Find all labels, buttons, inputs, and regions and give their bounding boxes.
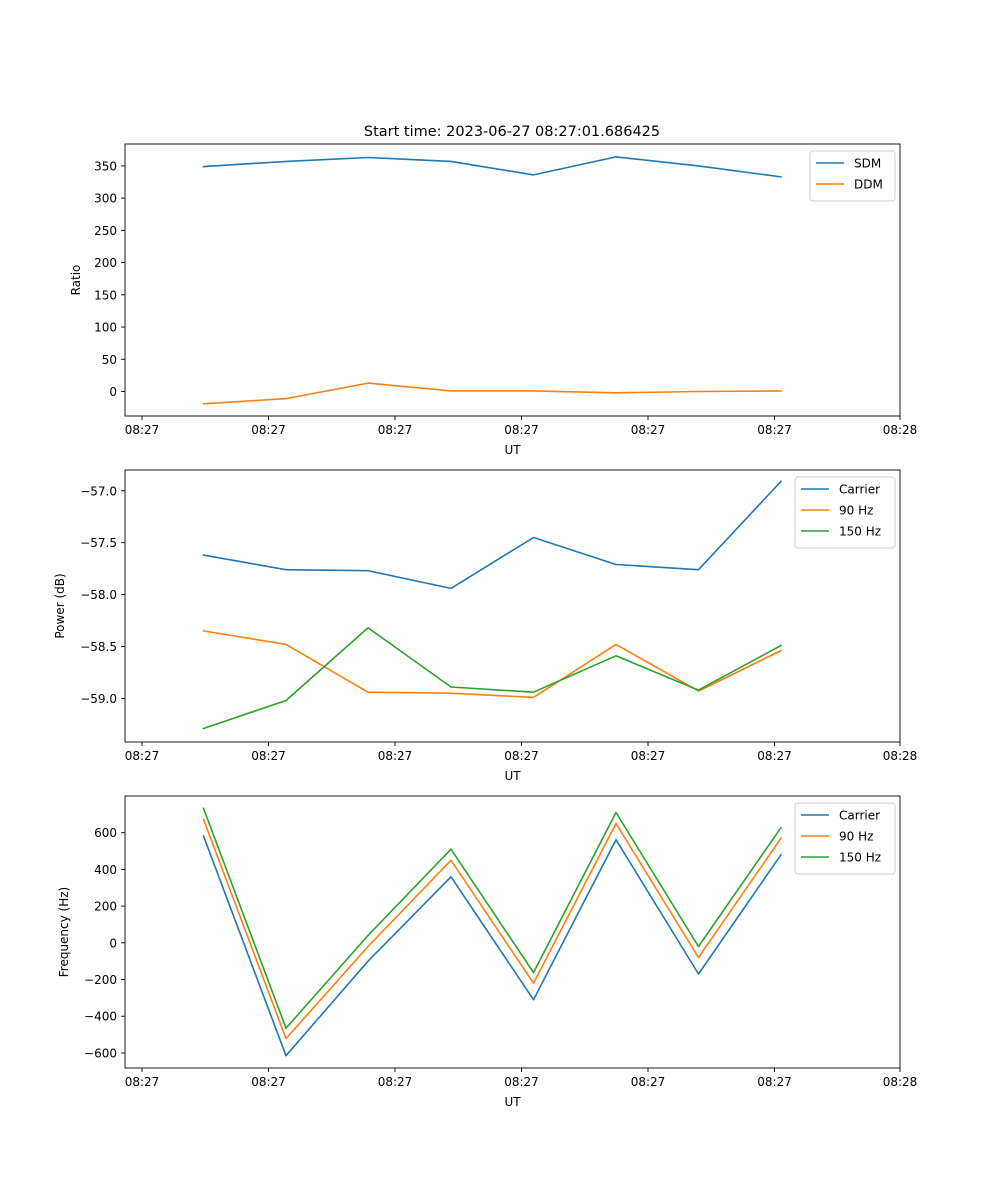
x-tick-label: 08:27 (251, 1075, 286, 1089)
x-tick-label: 08:27 (125, 1075, 160, 1089)
series-line-sdm (202, 156, 782, 178)
y-axis-label: Frequency (Hz) (57, 887, 71, 978)
y-tick-label: 100 (94, 321, 117, 335)
legend-label: 150 Hz (839, 525, 881, 539)
x-axis-label: UT (504, 1095, 521, 1109)
legend-label: SDM (854, 157, 881, 171)
y-tick-label: −200 (84, 973, 117, 987)
x-axis-label: UT (504, 443, 521, 457)
y-tick-label: −58.5 (80, 640, 117, 654)
legend-label: 90 Hz (839, 504, 873, 518)
y-tick-label: 150 (94, 288, 117, 302)
x-tick-label: 08:27 (378, 423, 413, 437)
y-tick-label: 250 (94, 224, 117, 238)
panel-1: 08:27 08:27 08:27 08:27 08:27 08:27 08:28 0 50 10… (69, 143, 918, 457)
y-tick-label: 400 (94, 863, 117, 877)
series-line-carrier (202, 834, 783, 1057)
x-tick-label: 08:27 (504, 1075, 539, 1089)
legend-label: Carrier (839, 483, 880, 497)
x-tick-label: 08:27 (125, 749, 160, 763)
legend-label: Carrier (839, 809, 880, 823)
y-tick-label: 200 (94, 900, 117, 914)
x-tick-label: 08:27 (378, 1075, 413, 1089)
y-axis-label: Power (dB) (53, 573, 67, 638)
x-tick-label: 08:27 (631, 423, 666, 437)
series-line-150-hz (202, 807, 783, 1029)
x-tick-label: 08:27 (504, 423, 539, 437)
x-tick-label: 08:28 (883, 749, 918, 763)
y-tick-label: −600 (84, 1046, 117, 1060)
x-axis-label: UT (504, 769, 521, 783)
y-tick-label: 50 (102, 353, 117, 367)
x-tick-label: 08:28 (883, 423, 918, 437)
axes-frame (124, 795, 901, 1069)
x-tick-label: 08:27 (251, 749, 286, 763)
y-tick-label: −400 (84, 1010, 117, 1024)
x-tick-label: 08:27 (631, 749, 666, 763)
x-tick-label: 08:27 (378, 749, 413, 763)
legend-label: 150 Hz (839, 851, 881, 865)
axes-frame (124, 469, 901, 743)
series-line-90-hz (202, 818, 783, 1040)
legend: Carrier 90 Hz 150 Hz (794, 802, 896, 875)
series-line-150-hz (202, 626, 783, 730)
x-tick-label: 08:27 (757, 1075, 792, 1089)
legend-box (809, 150, 896, 202)
legend-label: 90 Hz (839, 830, 873, 844)
legend: Carrier 90 Hz 150 Hz (794, 476, 896, 549)
series-line-ddm (202, 382, 782, 405)
x-tick-label: 08:27 (251, 423, 286, 437)
legend-label: DDM (854, 178, 883, 192)
y-tick-label: −58.0 (80, 588, 117, 602)
y-tick-label: 0 (109, 936, 117, 950)
y-axis-label: Ratio (69, 265, 83, 296)
x-tick-label: 08:27 (125, 423, 160, 437)
figure-title: Start time: 2023-06-27 08:27:01.686425 (364, 124, 660, 140)
y-tick-label: −57.5 (80, 536, 117, 550)
x-tick-label: 08:27 (504, 749, 539, 763)
legend: SDM DDM (809, 150, 896, 202)
series-line-carrier (202, 480, 783, 590)
y-tick-label: 300 (94, 192, 117, 206)
x-tick-label: 08:27 (757, 749, 792, 763)
y-tick-label: 350 (94, 159, 117, 173)
y-tick-label: 200 (94, 256, 117, 270)
panel-3: 08:27 08:27 08:27 08:27 08:27 08:27 08:28 −600 −… (57, 795, 918, 1109)
axes-frame (124, 143, 901, 417)
y-tick-label: −59.0 (80, 692, 117, 706)
y-tick-label: −57.0 (80, 484, 117, 498)
y-tick-label: 600 (94, 826, 117, 840)
series-line-90-hz (202, 629, 783, 699)
x-tick-label: 08:28 (883, 1075, 918, 1089)
panel-2: 08:27 08:27 08:27 08:27 08:27 08:27 08:28 −59.0… (53, 469, 918, 783)
x-tick-label: 08:27 (757, 423, 792, 437)
x-tick-label: 08:27 (631, 1075, 666, 1089)
y-tick-label: 0 (109, 385, 117, 399)
